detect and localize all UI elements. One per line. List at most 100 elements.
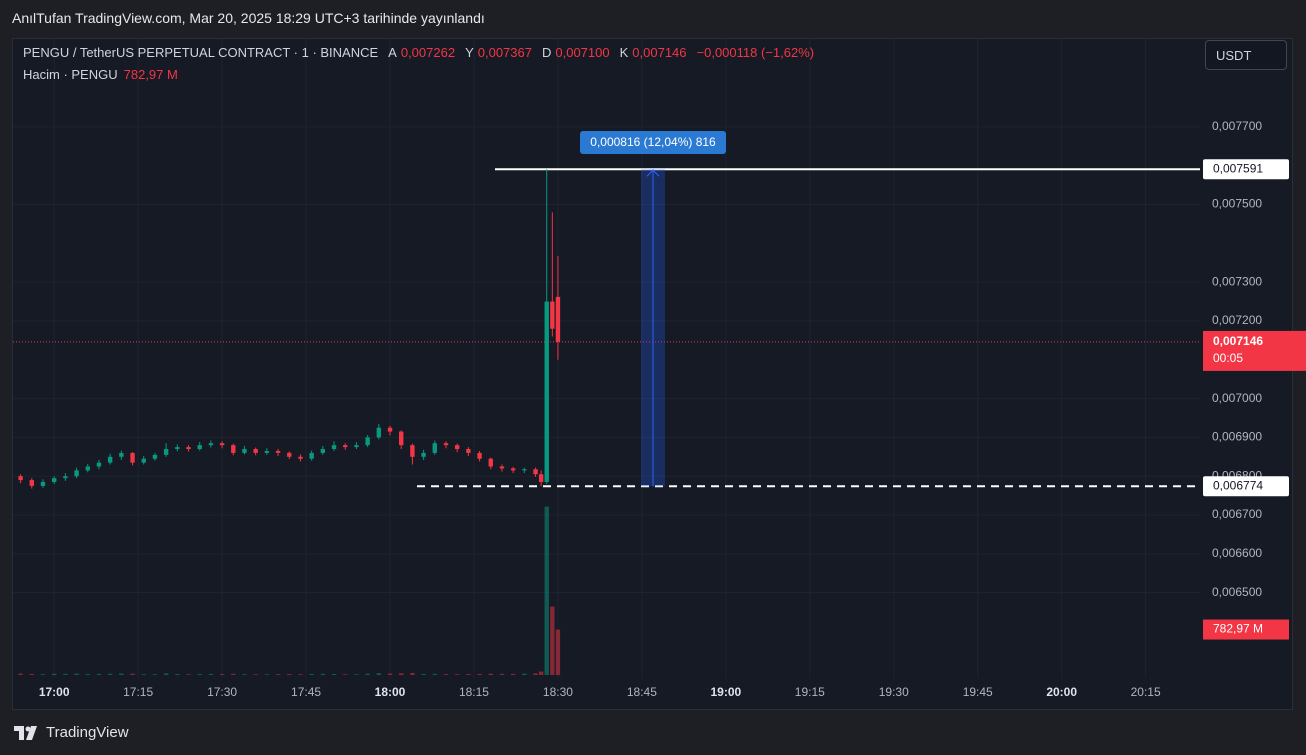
symbol-legend: PENGU / TetherUS PERPETUAL CONTRACT · 1 … bbox=[23, 45, 820, 60]
x-tick-label: 18:00 bbox=[375, 685, 406, 699]
volume-bar bbox=[231, 673, 236, 675]
volume-bar bbox=[119, 673, 124, 675]
publish-info: AnılTufan TradingView.com, Mar 20, 2025 … bbox=[12, 10, 485, 26]
volume-bar bbox=[309, 673, 314, 675]
ohlc-value: 0,007146 bbox=[632, 45, 687, 60]
candle-body bbox=[18, 476, 23, 481]
last-price-label: 0,007146 bbox=[1213, 334, 1263, 348]
candle-body bbox=[96, 462, 102, 467]
candle-body bbox=[130, 452, 135, 463]
ohlc-key: Y bbox=[465, 45, 474, 60]
volume-bar bbox=[550, 606, 555, 675]
volume-bar bbox=[454, 674, 460, 675]
candle-body bbox=[298, 456, 303, 459]
volume-bar bbox=[163, 673, 169, 675]
ohlc-key: D bbox=[541, 45, 552, 60]
candle-body bbox=[29, 480, 34, 486]
volume-bar bbox=[365, 673, 370, 675]
candle-body bbox=[454, 445, 460, 450]
volume-bar bbox=[141, 674, 146, 675]
volume-bar bbox=[343, 674, 348, 675]
volume-bar bbox=[152, 674, 158, 675]
volume-bar bbox=[544, 506, 549, 675]
candle-body bbox=[242, 449, 247, 453]
candle-body bbox=[51, 478, 57, 483]
volume-bar bbox=[287, 674, 292, 675]
candle-body bbox=[354, 445, 359, 448]
volume-bar bbox=[510, 673, 516, 675]
y-tick-label: 0,007300 bbox=[1212, 274, 1262, 288]
measure-label: 0,000816 (12,04%) 816 bbox=[590, 135, 716, 149]
ohlc-key: A bbox=[388, 45, 397, 60]
volume-bar bbox=[555, 629, 561, 675]
countdown-label: 00:05 bbox=[1213, 351, 1243, 365]
volume-bar bbox=[331, 674, 337, 675]
volume-bar bbox=[18, 673, 23, 675]
candle-body bbox=[550, 301, 555, 329]
candle-body bbox=[85, 466, 90, 471]
y-tick-label: 0,007500 bbox=[1212, 197, 1262, 211]
volume-bar bbox=[387, 673, 393, 675]
candle-body bbox=[443, 443, 449, 446]
candle-body bbox=[141, 458, 146, 463]
brand-name: TradingView bbox=[46, 724, 129, 741]
change: −0,000118 (−1,62%) bbox=[696, 45, 815, 60]
volume-bar bbox=[130, 673, 135, 675]
measure-label-box bbox=[580, 131, 726, 154]
volume-bar bbox=[96, 673, 102, 675]
volume-bar bbox=[51, 673, 57, 675]
candle-body bbox=[488, 458, 493, 467]
volume-bar bbox=[354, 674, 359, 675]
volume-legend: Hacim · PENGU 782,97 M bbox=[23, 67, 178, 82]
measure-top-box bbox=[1203, 159, 1289, 180]
candle-body bbox=[119, 452, 124, 457]
volume-value: 782,97 M bbox=[123, 67, 178, 82]
candle-body bbox=[399, 431, 404, 446]
ohlc-value: 0,007367 bbox=[477, 45, 532, 60]
y-tick-label: 0,006700 bbox=[1212, 507, 1262, 521]
candle-body bbox=[320, 449, 326, 453]
candle-body bbox=[421, 452, 426, 457]
x-tick-label: 18:15 bbox=[459, 685, 489, 699]
candle-body bbox=[343, 445, 348, 448]
ohlc-value: 0,007100 bbox=[555, 45, 610, 60]
volume-title: Hacim · PENGU bbox=[23, 67, 118, 82]
volume-bar bbox=[443, 674, 449, 675]
candle-body bbox=[219, 443, 225, 446]
candle-body bbox=[107, 456, 113, 463]
volume-bar bbox=[264, 674, 270, 675]
x-tick-label: 19:45 bbox=[963, 685, 993, 699]
volume-bar bbox=[410, 672, 415, 675]
volume-bar bbox=[466, 674, 471, 675]
volume-bar bbox=[533, 673, 538, 675]
volume-bar bbox=[242, 674, 247, 675]
candle-body bbox=[555, 296, 561, 342]
volume-bar bbox=[320, 673, 326, 675]
y-tick-label: 0,006500 bbox=[1212, 585, 1262, 599]
candle-body bbox=[466, 449, 471, 453]
candle-body bbox=[253, 449, 258, 453]
candle-body bbox=[163, 449, 169, 455]
last-price-box bbox=[1203, 330, 1306, 371]
candle-body bbox=[74, 470, 79, 477]
candle-body bbox=[208, 443, 214, 446]
volume-bar bbox=[399, 673, 404, 675]
currency-button[interactable]: USDT bbox=[1205, 40, 1287, 70]
x-tick-label: 19:30 bbox=[879, 685, 909, 699]
candle-body bbox=[432, 443, 437, 453]
candle-body bbox=[376, 427, 382, 438]
y-tick-label: 0,007000 bbox=[1212, 391, 1262, 405]
x-tick-label: 20:15 bbox=[1131, 685, 1161, 699]
volume-bar bbox=[40, 674, 46, 675]
candle-body bbox=[175, 447, 180, 450]
volume-bar bbox=[107, 673, 113, 675]
x-tick-label: 19:15 bbox=[795, 685, 825, 699]
volume-bar bbox=[421, 673, 426, 675]
candle-body bbox=[287, 452, 292, 457]
volume-bar bbox=[298, 674, 303, 675]
volume-bar bbox=[376, 673, 382, 675]
volume-bar bbox=[197, 674, 202, 675]
candle-body bbox=[152, 454, 158, 459]
